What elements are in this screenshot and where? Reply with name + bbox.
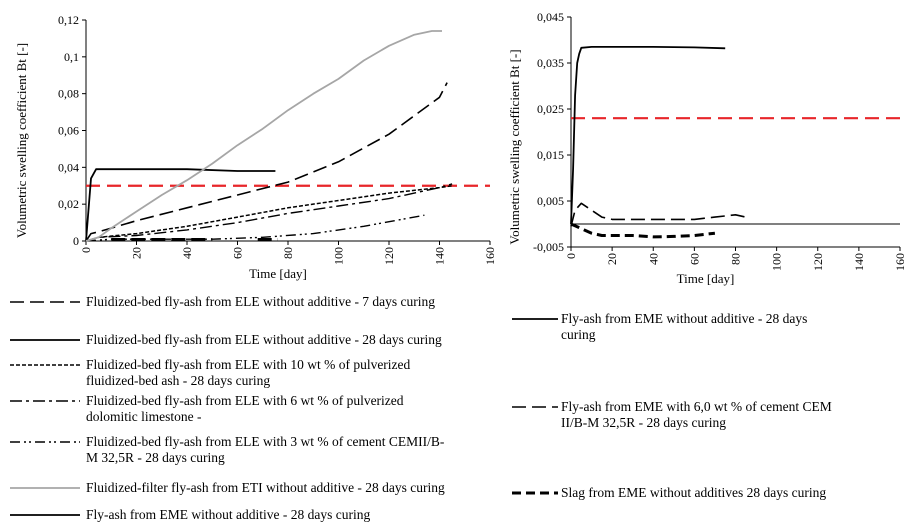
x-axis-label: Time [day]: [677, 271, 735, 286]
legend-label: Fly-ash from EME with 6,0 wt % of cement…: [561, 399, 832, 414]
legend-label: Fluidized-bed fly-ash from ELE with 3 wt…: [86, 434, 445, 449]
legend-label: dolomitic limestone -: [86, 409, 202, 424]
left-series-line-3: [85, 185, 453, 242]
x-tick-label: 140: [433, 247, 447, 265]
legend-label: Fly-ash from EME without additive - 28 d…: [86, 507, 370, 522]
x-tick-label: 0: [564, 253, 578, 259]
x-tick-label: 120: [382, 247, 396, 265]
y-tick-label: 0,08: [58, 87, 79, 101]
chart-right: -0,005 0,005 0,015 0,025 0,035 0,045 0 20 40 60 80…: [507, 10, 904, 286]
x-tick-label: 40: [180, 247, 194, 259]
x-tick-label: 140: [852, 253, 866, 271]
x-tick-label: 0: [79, 247, 93, 253]
right-series-line-2: [570, 202, 746, 227]
legend-left: Fluidized-bed fly-ash from ELE without a…: [10, 294, 445, 522]
x-axis-label: Time [day]: [249, 266, 307, 281]
y-tick-label: 0,12: [58, 13, 79, 27]
chart-left: 0 0,02 0,04 0,06 0,08 0,1 0,12 0 20 40 60 80 100 120 1…: [14, 13, 497, 281]
y-tick-label: 0,005: [537, 194, 564, 208]
x-tick-label: 80: [729, 253, 743, 265]
legend-label: curing: [561, 327, 596, 342]
y-tick-label: 0,045: [537, 10, 564, 24]
x-tick-label: 40: [646, 253, 660, 265]
left-series-line-1: [85, 82, 448, 242]
left-series-line-2: [85, 168, 276, 242]
x-tick-label: 20: [130, 247, 144, 259]
x-tick-label: 60: [687, 253, 701, 265]
y-tick-label: -0,005: [533, 240, 564, 254]
x-tick-label: 100: [770, 253, 784, 271]
x-tick-label: 160: [483, 247, 497, 265]
y-tick-label: 0: [73, 234, 79, 248]
right-series-line-3: [570, 222, 716, 239]
y-tick-label: 0,015: [537, 148, 564, 162]
right-series-line-1: [570, 46, 726, 225]
legend-right: Fly-ash from EME without additive - 28 d…: [512, 311, 832, 500]
y-tick-label: 0,035: [537, 56, 564, 70]
legend-label: Fluidized-filter fly-ash from ETI withou…: [86, 480, 445, 495]
y-tick-label: 0,02: [58, 197, 79, 211]
legend-label: fluidized-bed ash - 28 days curing: [86, 373, 270, 388]
legend-label: Slag from EME without additives 28 days …: [561, 485, 826, 500]
x-tick-label: 80: [281, 247, 295, 259]
legend-label: Fluidized-bed fly-ash from ELE with 10 w…: [86, 357, 411, 372]
x-tick-label: 160: [893, 253, 904, 271]
y-tick-label: 0,06: [58, 124, 79, 138]
legend-label: Fluidized-bed fly-ash from ELE without a…: [86, 294, 435, 309]
y-tick-label: 0,025: [537, 102, 564, 116]
x-tick-label: 20: [605, 253, 619, 265]
legend-label: Fluidized-bed fly-ash from ELE without a…: [86, 332, 442, 347]
legend-label: M 32,5R - 28 days curing: [86, 450, 225, 465]
legend-label: Fluidized-bed fly-ash from ELE with 6 wt…: [86, 393, 404, 408]
y-axis-label: Volumetric swelling coefficient Bt [-]: [507, 49, 522, 244]
x-tick-label: 100: [332, 247, 346, 265]
x-tick-label: 120: [811, 253, 825, 271]
left-series-line-4: [85, 183, 453, 242]
y-axis-label: Volumetric swelling coefficient Bt [-]: [14, 43, 29, 238]
y-tick-label: 0,1: [64, 50, 79, 64]
x-tick-label: 60: [231, 247, 245, 259]
legend-label: Fly-ash from EME without additive - 28 d…: [561, 311, 807, 326]
left-series-line-6: [85, 30, 442, 242]
legend-label: II/B-M 32,5R - 28 days curing: [561, 415, 726, 430]
y-tick-label: 0,04: [58, 160, 79, 174]
